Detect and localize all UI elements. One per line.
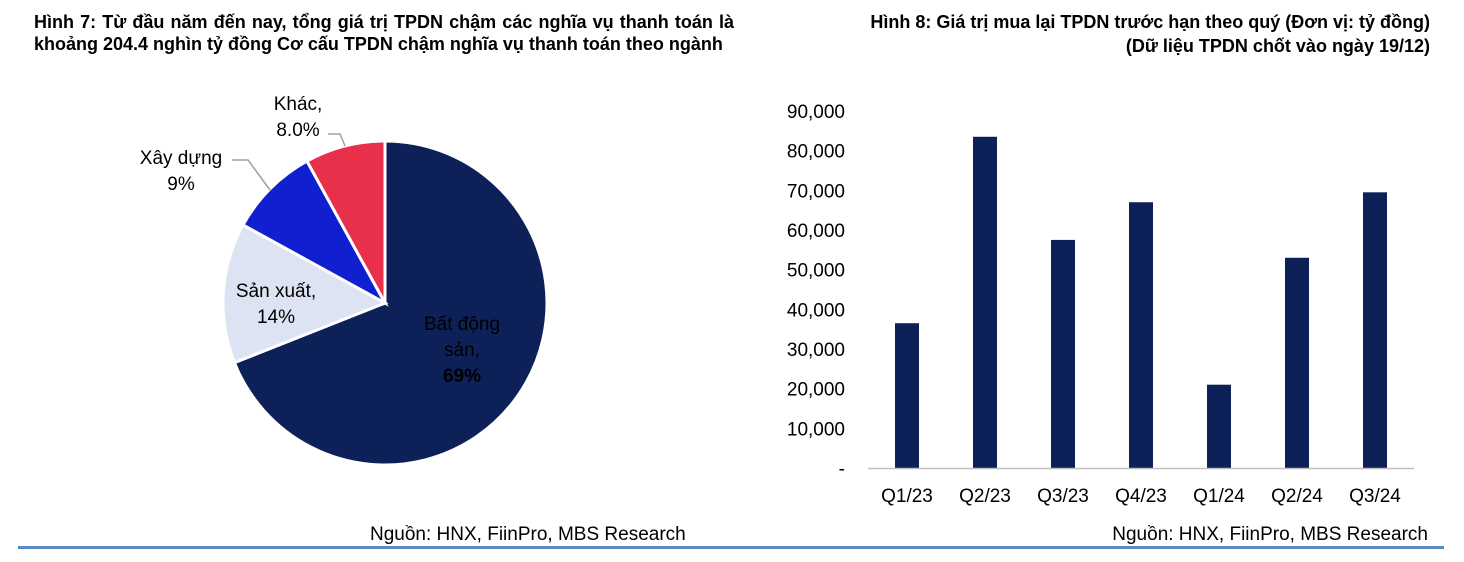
- bottom-rule: [18, 546, 1444, 549]
- pie-value-label-3: 8.0%: [276, 120, 319, 141]
- x-tick-label: Q2/23: [959, 486, 1011, 507]
- pie-label-0-line2: sản,: [444, 340, 480, 361]
- figure8-source: Nguồn: HNX, FiinPro, MBS Research: [1112, 524, 1428, 545]
- pie-chart: Bất động sản, 69% Sản xuất, 14% Xây dựng 9% Khá…: [140, 94, 549, 467]
- pie-label-3: Khác,: [274, 94, 323, 115]
- figure7-title: Hình 7: Từ đầu năm đến nay, tổng giá trị…: [34, 12, 734, 54]
- y-tick-label: 50,000: [787, 261, 845, 282]
- x-tick-label: Q3/23: [1037, 486, 1089, 507]
- pie-leader-line-3: [328, 133, 346, 147]
- bar-Q2/23: [973, 136, 997, 469]
- pie-label-1: Sản xuất,: [236, 281, 316, 302]
- bar-Q1/23: [895, 323, 919, 468]
- pie-value-label-1: 14%: [257, 307, 295, 328]
- y-tick-label: 10,000: [787, 419, 845, 440]
- pie-slice-2: [241, 159, 389, 307]
- bar-Q3/24: [1363, 192, 1387, 469]
- y-tick-label: 60,000: [787, 221, 845, 242]
- pie-leader-line-2: [232, 159, 271, 191]
- x-tick-label: Q3/24: [1349, 486, 1401, 507]
- y-tick-label: 80,000: [787, 142, 845, 163]
- pie-slice-0: [232, 139, 549, 467]
- bar-chart: - 10,000 20,000 30,000 40,000 50,000 60,000 70,…: [787, 102, 1414, 507]
- y-tick-label: 40,000: [787, 300, 845, 321]
- pie-value-label-0: 69%: [443, 366, 481, 387]
- y-tick-label: 90,000: [787, 102, 845, 123]
- x-tick-label: Q4/23: [1115, 486, 1167, 507]
- pie-label-0-line1: Bất động: [424, 314, 500, 335]
- pie-slice-1: [221, 222, 389, 365]
- pie-label-2: Xây dựng: [140, 148, 222, 169]
- figure8-title: Hình 8: Giá trị mua lại TPDN trước hạn t…: [870, 12, 1430, 32]
- bar-Q1/24: [1207, 384, 1231, 468]
- bar-Q3/23: [1051, 239, 1075, 468]
- bar-Q4/23: [1129, 202, 1153, 468]
- pie-value-label-2: 9%: [167, 174, 195, 195]
- y-tick-label: 30,000: [787, 340, 845, 361]
- y-tick-label: 20,000: [787, 380, 845, 401]
- x-tick-label: Q1/24: [1193, 486, 1245, 507]
- x-tick-label: Q2/24: [1271, 486, 1323, 507]
- bar-Q2/24: [1285, 257, 1309, 468]
- x-tick-label: Q1/23: [881, 486, 933, 507]
- y-tick-label: 70,000: [787, 181, 845, 202]
- figure8-subtitle: (Dữ liệu TPDN chốt vào ngày 19/12): [1125, 36, 1430, 56]
- y-tick-label: -: [839, 459, 845, 480]
- figure7-source: Nguồn: HNX, FiinPro, MBS Research: [370, 524, 686, 545]
